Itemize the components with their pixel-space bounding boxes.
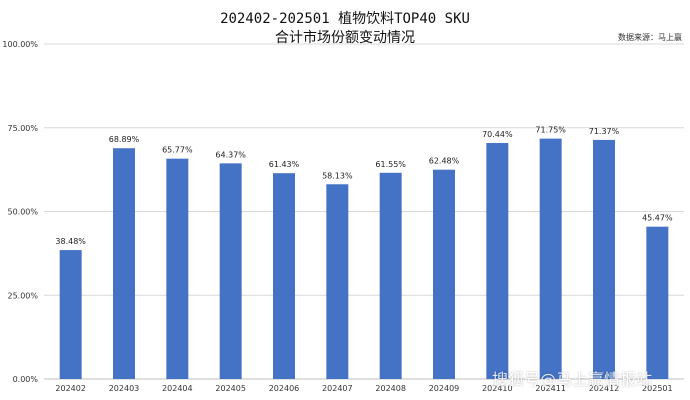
y-tick-label: 50.00% (7, 208, 38, 217)
x-tick-label: 202407 (322, 384, 353, 393)
x-tick-label: 202406 (269, 384, 300, 393)
chart-title: 202402-202501 植物饮料TOP40 SKU (220, 11, 470, 27)
data-label: 68.89% (109, 135, 140, 144)
data-source-note: 数据来源：马上赢 (618, 33, 682, 42)
y-tick-label: 0.00% (13, 375, 39, 384)
y-tick-label: 75.00% (7, 124, 38, 133)
y-tick-label: 100.00% (2, 40, 38, 49)
bar (59, 250, 82, 379)
bar (539, 138, 562, 379)
bar (273, 173, 295, 379)
x-tick-label: 202404 (162, 384, 193, 393)
data-label: 65.77% (162, 146, 193, 155)
data-label: 61.55% (375, 160, 406, 169)
bar (326, 184, 349, 379)
data-label: 38.48% (55, 237, 86, 246)
x-tick-label: 202412 (589, 384, 620, 393)
bar (113, 148, 135, 379)
bar (219, 163, 242, 379)
data-label: 62.48% (429, 157, 460, 166)
data-label: 45.47% (642, 214, 673, 223)
x-tick-label: 202501 (642, 384, 673, 393)
data-label: 71.75% (535, 126, 566, 135)
bar (166, 158, 189, 379)
x-tick-label: 202403 (109, 384, 140, 393)
x-tick-label: 202402 (55, 384, 86, 393)
bar (646, 226, 669, 379)
x-tick-label: 202408 (375, 384, 406, 393)
data-label: 70.44% (482, 130, 513, 139)
data-label: 58.13% (322, 171, 353, 180)
x-tick-label: 202405 (215, 384, 246, 393)
bar (593, 139, 615, 379)
x-tick-label: 202410 (482, 384, 513, 393)
watermark-text: 搜狐号@马上赢情报站 (492, 370, 653, 389)
bar (379, 172, 402, 379)
y-tick-label: 25.00% (7, 291, 38, 300)
data-label: 61.43% (269, 160, 300, 169)
chart-subtitle: 合计市场份额变动情况 (275, 30, 415, 46)
x-tick-label: 202411 (535, 384, 566, 393)
x-tick-label: 202409 (429, 384, 460, 393)
data-label: 64.37% (215, 150, 246, 159)
bar (486, 143, 509, 379)
data-label: 71.37% (589, 127, 620, 136)
bar (433, 169, 455, 379)
